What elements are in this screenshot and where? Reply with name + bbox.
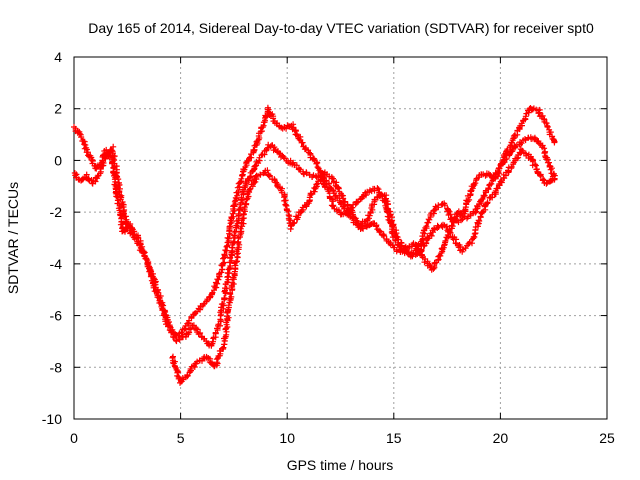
y-axis-label: SDTVAR / TECUs — [5, 182, 21, 294]
x-axis-label: GPS time / hours — [287, 457, 394, 473]
x-tick-label: 20 — [493, 430, 509, 446]
y-tick-label: -4 — [50, 256, 63, 272]
y-tick-label: -2 — [50, 204, 63, 220]
y-tick-label: -6 — [50, 308, 63, 324]
x-tick-label: 0 — [70, 430, 78, 446]
y-tick-label: 0 — [54, 152, 62, 168]
series-track-1 — [71, 104, 558, 339]
data-marks — [71, 104, 558, 386]
y-tick-label: 4 — [54, 49, 62, 65]
series-markers — [71, 134, 558, 349]
axis-ticks: 0 5 10 15 20 25 -10 -8 -6 -4 -2 0 2 4 — [42, 49, 615, 446]
x-tick-label: 15 — [386, 430, 402, 446]
y-tick-label: -8 — [50, 359, 63, 375]
series-markers — [169, 146, 558, 386]
y-tick-label: 2 — [54, 101, 62, 117]
x-tick-label: 10 — [279, 430, 295, 446]
x-tick-label: 5 — [177, 430, 185, 446]
grid — [74, 57, 607, 419]
series-track-2 — [71, 134, 558, 349]
series-track-3 — [169, 146, 558, 386]
chart-title: Day 165 of 2014, Sidereal Day-to-day VTE… — [88, 20, 594, 36]
x-tick-label: 25 — [599, 430, 615, 446]
series-markers — [71, 104, 558, 339]
y-tick-label: -10 — [42, 411, 62, 427]
plot-frame — [73, 56, 608, 420]
